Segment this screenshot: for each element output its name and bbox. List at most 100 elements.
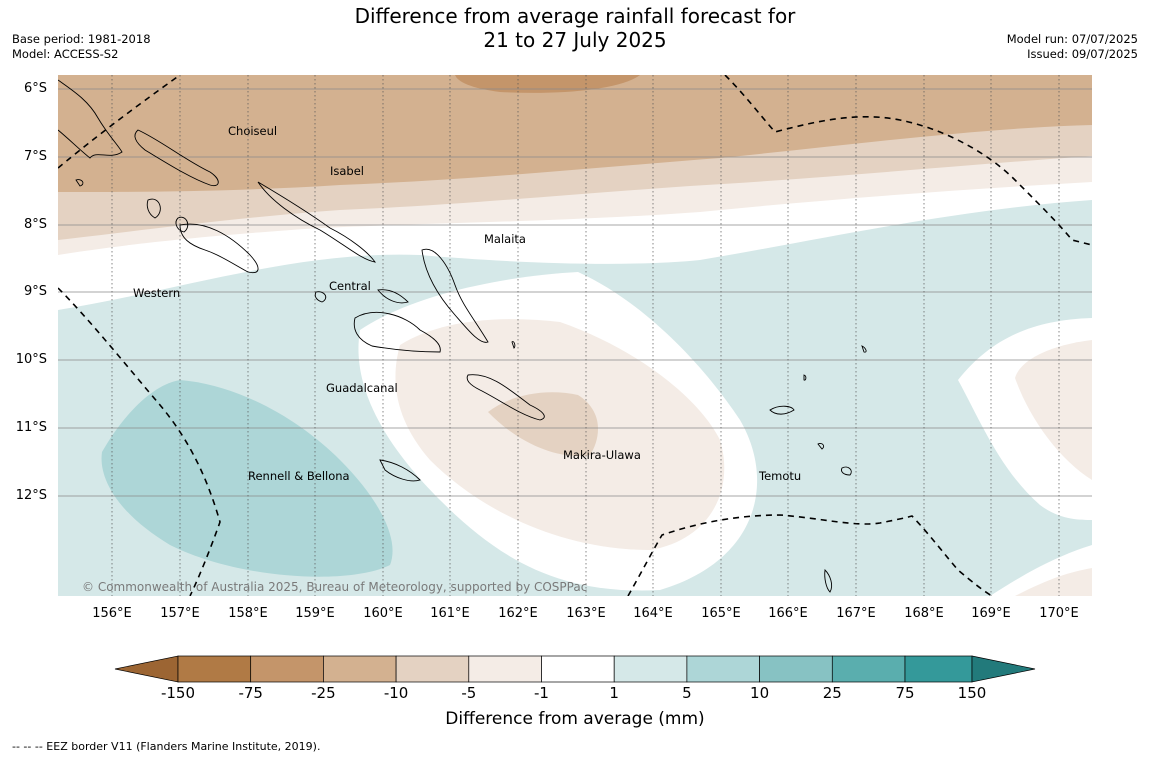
colorbar-extend-right xyxy=(971,655,1036,683)
lon-label: 158°E xyxy=(228,606,268,621)
isabel-coast xyxy=(257,181,376,263)
colorbar-tick: -1 xyxy=(534,684,549,702)
lon-label: 163°E xyxy=(566,606,606,621)
lon-label: 165°E xyxy=(701,606,741,621)
issued-date: Issued: 09/07/2025 xyxy=(1027,47,1138,61)
model-run: Model run: 07/07/2025 xyxy=(1006,32,1138,46)
lon-label: 169°E xyxy=(971,606,1011,621)
region-label-makira-ulawa: Makira-Ulawa xyxy=(563,448,641,462)
band-minus25 xyxy=(58,75,1092,192)
band-minus75 xyxy=(455,75,640,93)
utupua-coast xyxy=(817,443,825,450)
model-name: Model: ACCESS-S2 xyxy=(12,47,119,61)
colorbar-tick: -10 xyxy=(383,684,409,702)
bougainville-coast xyxy=(58,79,123,159)
colorbar-tick: 10 xyxy=(750,684,770,702)
colorbar-bin-11 xyxy=(904,655,973,683)
colorbar-bin-6 xyxy=(541,655,615,683)
duff-islands-coast xyxy=(861,345,867,353)
lon-label: 164°E xyxy=(633,606,673,621)
region-label-rennell-bellona: Rennell & Bellona xyxy=(248,469,350,483)
colorbar-tick: 25 xyxy=(822,684,842,702)
lon-label: 170°E xyxy=(1039,606,1079,621)
lon-label: 157°E xyxy=(160,606,200,621)
lon-label: 168°E xyxy=(904,606,944,621)
lon-label: 156°E xyxy=(92,606,132,621)
sikaiana-coast xyxy=(511,341,516,349)
lat-label: 11°S xyxy=(15,420,47,435)
colorbar-tick: -25 xyxy=(311,684,336,702)
guadalcanal-coast xyxy=(353,311,441,353)
chart-title-line2: 21 to 27 July 2025 xyxy=(483,28,667,52)
region-label-choiseul: Choiseul xyxy=(228,124,278,138)
lat-label: 12°S xyxy=(15,488,47,503)
meridians xyxy=(111,75,1060,596)
blob-plus10 xyxy=(101,380,393,577)
colorbar-bin-9 xyxy=(759,655,833,683)
shortland-coast xyxy=(75,179,84,187)
region-label-temotu: Temotu xyxy=(759,469,802,483)
chart-title-line1: Difference from average rainfall forecas… xyxy=(354,4,796,28)
colorbar-bin-4 xyxy=(395,655,470,683)
colorbar-bin-7 xyxy=(613,655,688,683)
colorbar-bin-5 xyxy=(468,655,542,683)
model-info: Base period: 1981-2018 Model: ACCESS-S2 xyxy=(12,32,151,62)
lon-label: 166°E xyxy=(768,606,808,621)
region-label-guadalcanal: Guadalcanal xyxy=(326,381,398,395)
region-label-isabel: Isabel xyxy=(330,164,365,178)
new-georgia-coast xyxy=(179,223,259,274)
eez-northeast xyxy=(724,75,1092,246)
coastlines xyxy=(58,79,867,593)
eez-footnote: -- -- -- EEZ border V11 (Flanders Marine… xyxy=(12,740,321,753)
colorbar-bin-2 xyxy=(250,655,324,683)
colorbar-tick: 75 xyxy=(895,684,915,702)
colorbar-tick: 1 xyxy=(609,684,619,702)
russell-coast xyxy=(314,291,327,303)
anuta-coast xyxy=(824,569,833,593)
lon-label: 160°E xyxy=(363,606,403,621)
copyright-notice: © Commonwealth of Australia 2025, Bureau… xyxy=(82,580,588,594)
lon-label: 161°E xyxy=(430,606,470,621)
lat-label: 8°S xyxy=(23,217,47,232)
santa-cruz-coast xyxy=(769,405,795,415)
vella-lavella-coast xyxy=(146,198,161,219)
eez-southeast xyxy=(627,514,993,596)
colorbar-tick: 150 xyxy=(957,684,987,702)
lat-label: 10°S xyxy=(15,352,47,367)
colorbar xyxy=(114,655,1036,683)
east-minus5 xyxy=(1015,340,1092,480)
lat-label: 6°S xyxy=(23,81,47,96)
colorbar-tick: -75 xyxy=(238,684,263,702)
region-label-central: Central xyxy=(329,279,371,293)
rennell-coast xyxy=(379,459,421,482)
choiseul-coast xyxy=(134,129,219,187)
colorbar-label: Difference from average (mm) xyxy=(445,709,705,729)
eez-north xyxy=(58,75,181,169)
vanikoro-coast xyxy=(841,466,852,476)
blob-minus10 xyxy=(488,392,599,456)
colorbar-tick: -150 xyxy=(160,684,196,702)
region-label-malaita: Malaita xyxy=(484,232,526,246)
colorbar-extend-left xyxy=(114,655,179,683)
colorbar-bin-10 xyxy=(831,655,906,683)
lon-label: 162°E xyxy=(498,606,538,621)
lat-label: 7°S xyxy=(23,149,47,164)
lat-label: 9°S xyxy=(23,284,47,299)
graticule xyxy=(58,88,1092,497)
colorbar-tick: -5 xyxy=(461,684,477,702)
colorbar-bin-1 xyxy=(177,655,252,683)
kolombangara-coast xyxy=(175,216,189,233)
region-label-western: Western xyxy=(133,286,181,300)
base-period: Base period: 1981-2018 xyxy=(12,32,151,46)
issue-info: Model run: 07/07/2025 Issued: 09/07/2025 xyxy=(1007,32,1138,62)
makira-coast xyxy=(466,374,545,421)
lon-label: 167°E xyxy=(836,606,876,621)
se-minus5 xyxy=(1015,568,1092,596)
lon-label: 159°E xyxy=(295,606,335,621)
florida-coast xyxy=(377,289,409,304)
colorbar-bin-3 xyxy=(323,655,397,683)
colorbar-bin-8 xyxy=(686,655,760,683)
eez-border xyxy=(58,75,1092,596)
reef-islands-coast xyxy=(803,374,807,381)
